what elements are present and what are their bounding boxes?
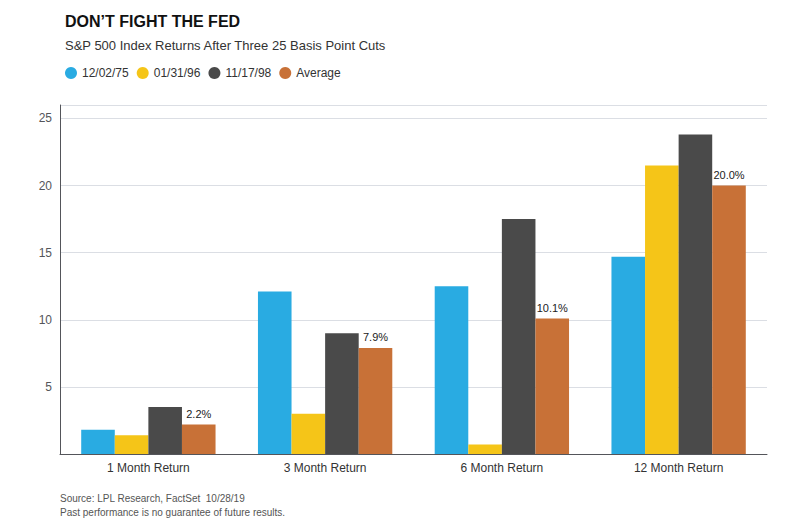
svg-text:20.0%: 20.0%	[713, 169, 744, 181]
svg-text:Source: LPL Research, FactSet: Source: LPL Research, FactSet 10/28/19	[60, 493, 245, 504]
svg-text:01/31/96: 01/31/96	[154, 66, 201, 80]
svg-text:1 Month Return: 1 Month Return	[107, 461, 190, 475]
svg-text:2.2%: 2.2%	[186, 408, 211, 420]
svg-text:Past performance is no guarant: Past performance is no guarantee of futu…	[60, 507, 285, 518]
svg-text:7.9%: 7.9%	[363, 331, 388, 343]
svg-text:10.1%: 10.1%	[537, 302, 568, 314]
svg-text:20: 20	[39, 179, 53, 193]
svg-text:12 Month Return: 12 Month Return	[634, 461, 723, 475]
svg-text:10: 10	[39, 313, 53, 327]
svg-text:6 Month Return: 6 Month Return	[461, 461, 544, 475]
svg-text:5: 5	[45, 380, 52, 394]
svg-text:15: 15	[39, 246, 53, 260]
svg-text:DON’T FIGHT THE FED: DON’T FIGHT THE FED	[65, 13, 240, 30]
svg-text:S&P 500 Index Returns After Th: S&P 500 Index Returns After Three 25 Bas…	[65, 38, 386, 53]
svg-text:3 Month Return: 3 Month Return	[284, 461, 367, 475]
svg-text:12/02/75: 12/02/75	[82, 66, 129, 80]
svg-text:25: 25	[39, 111, 53, 125]
svg-text:11/17/98: 11/17/98	[225, 66, 271, 80]
svg-text:Average: Average	[296, 66, 341, 80]
